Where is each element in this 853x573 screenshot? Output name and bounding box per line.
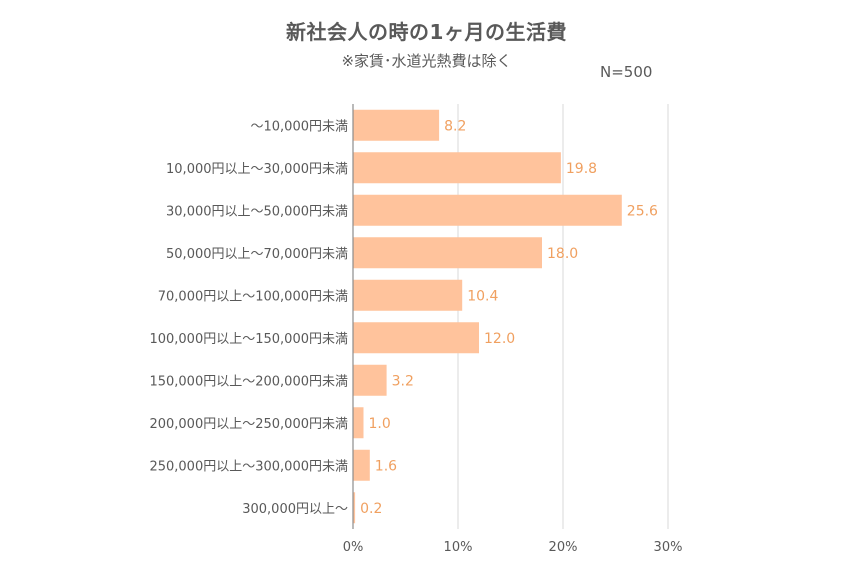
value-label-4: 10.4 <box>467 288 498 304</box>
bar-7 <box>353 407 364 439</box>
value-label-7: 1.0 <box>369 416 391 432</box>
category-label-2: 30,000円以上〜50,000円未満 <box>166 204 348 219</box>
bar-2 <box>353 194 622 226</box>
bar-5 <box>353 322 479 354</box>
value-label-5: 12.0 <box>484 331 515 347</box>
category-label-7: 200,000円以上〜250,000円未満 <box>149 417 348 432</box>
value-label-1: 19.8 <box>566 161 597 177</box>
x-tick-label-1: 10% <box>444 540 473 555</box>
category-label-5: 100,000円以上〜150,000円未満 <box>149 332 348 347</box>
bar-0 <box>353 109 440 141</box>
x-tick-label-3: 30% <box>654 540 683 555</box>
value-label-3: 18.0 <box>547 246 578 262</box>
value-label-6: 3.2 <box>392 373 414 389</box>
category-label-9: 300,000円以上〜 <box>242 502 348 517</box>
category-label-4: 70,000円以上〜100,000円未満 <box>158 289 348 304</box>
bar-4 <box>353 279 463 311</box>
chart-title: 新社会人の時の1ヶ月の生活費 <box>286 20 567 44</box>
value-label-2: 25.6 <box>627 203 658 219</box>
chart-subtitle: ※家賃･水道光熱費は除く <box>341 52 512 70</box>
value-label-8: 1.6 <box>375 458 397 474</box>
value-label-0: 8.2 <box>444 118 466 134</box>
category-label-3: 50,000円以上〜70,000円未満 <box>166 247 348 262</box>
category-label-8: 250,000円以上〜300,000円未満 <box>149 459 348 474</box>
bar-8 <box>353 449 370 481</box>
category-label-6: 150,000円以上〜200,000円未満 <box>149 374 348 389</box>
value-label-9: 0.2 <box>360 501 382 517</box>
bar-6 <box>353 364 387 396</box>
sample-size-note: N=500 <box>600 63 653 81</box>
bar-1 <box>353 152 561 184</box>
bar-9 <box>353 492 356 524</box>
x-tick-label-0: 0% <box>343 540 364 555</box>
category-label-0: 〜10,000円未満 <box>251 119 349 134</box>
x-tick-label-2: 20% <box>549 540 578 555</box>
bar-3 <box>353 237 542 269</box>
category-label-1: 10,000円以上〜30,000円未満 <box>166 162 348 177</box>
